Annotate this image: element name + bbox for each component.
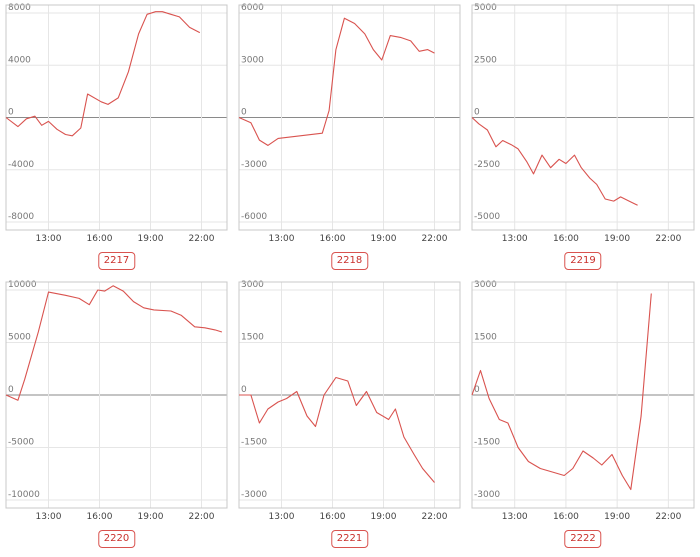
chart-label-badge: 2220: [97, 530, 136, 548]
x-tick-label: 16:00: [553, 234, 579, 244]
chart-panel-2219: -5000 -2500 0 2500 5000 13:00 16:00 19:00 22:00 2…: [466, 0, 700, 278]
y-tick-label: -5000: [8, 438, 34, 448]
y-tick-label: 4000: [8, 55, 31, 65]
x-tick-label: 22:00: [422, 512, 448, 522]
x-tick-label: 13:00: [502, 234, 528, 244]
chart-label-badge: 2219: [564, 252, 602, 270]
x-tick-label: 22:00: [655, 234, 681, 244]
x-tick-label: 22:00: [189, 512, 215, 522]
x-tick-label: 22:00: [655, 512, 681, 522]
series-line: [471, 117, 638, 206]
chart-svg-2219: -5000 -2500 0 2500 5000 13:00 16:00 19:00 22:00: [471, 3, 695, 244]
chart-svg-2218: -6000 -3000 0 3000 6000 13:00 16:00 19:00 22:00: [238, 3, 461, 244]
x-tick-label: 13:00: [36, 512, 62, 522]
y-tick-label: 5000: [474, 3, 497, 13]
y-tick-label: -1500: [474, 438, 500, 448]
x-tick-label: 19:00: [604, 512, 630, 522]
y-tick-label: 0: [474, 108, 480, 118]
chart-panel-2217: -8000 -4000 0 4000 8000 13:00 16:00 19:00 22:00 2…: [0, 0, 233, 278]
chart-panel-2221: -3000 -1500 0 1500 3000 13:00 16:00 19:00 22:00 2…: [233, 278, 466, 557]
y-tick-label: 8000: [8, 3, 31, 13]
x-tick-label: 19:00: [604, 234, 630, 244]
y-tick-label: 0: [241, 385, 247, 395]
chart-svg-2220: -10000 -5000 0 5000 10000 13:00 16:00 19:00 22:0…: [5, 280, 228, 522]
x-tick-label: 16:00: [553, 512, 579, 522]
chart-label-badge: 2217: [97, 252, 136, 270]
y-tick-label: -5000: [474, 212, 500, 222]
y-tick-label: -2500: [474, 160, 500, 170]
chart-svg-2217: -8000 -4000 0 4000 8000 13:00 16:00 19:00 22:00: [5, 3, 228, 244]
chart-label-badge: 2221: [330, 530, 369, 548]
series-line: [5, 11, 201, 137]
chart-svg-2222: -3000 -1500 0 1500 3000 13:00 16:00 19:00 22:00: [471, 280, 695, 522]
y-tick-label: 1500: [474, 333, 497, 343]
series-line: [238, 17, 435, 146]
y-tick-label: -8000: [8, 212, 34, 222]
chart-svg-2221: -3000 -1500 0 1500 3000 13:00 16:00 19:00 22:00: [238, 280, 461, 522]
x-tick-label: 19:00: [138, 234, 164, 244]
y-tick-label: 2500: [474, 55, 497, 65]
y-tick-label: -1500: [241, 438, 267, 448]
x-tick-label: 13:00: [269, 512, 295, 522]
y-tick-label: 3000: [241, 55, 264, 65]
y-tick-label: 0: [8, 108, 14, 118]
x-tick-label: 16:00: [87, 512, 113, 522]
series-line: [239, 376, 435, 483]
x-tick-label: 19:00: [371, 512, 397, 522]
y-tick-label: 3000: [474, 280, 497, 290]
x-tick-label: 19:00: [138, 512, 164, 522]
y-tick-label: -10000: [8, 490, 40, 500]
y-tick-label: -3000: [241, 490, 267, 500]
y-tick-label: 5000: [8, 333, 31, 343]
y-tick-label: 10000: [8, 280, 37, 290]
y-tick-label: 3000: [241, 280, 264, 290]
y-tick-label: 0: [474, 385, 480, 395]
y-tick-label: 0: [8, 385, 14, 395]
chart-label-badge: 2218: [330, 252, 369, 270]
y-tick-label: -6000: [241, 212, 267, 222]
x-tick-label: 22:00: [189, 234, 215, 244]
chart-panel-2222: -3000 -1500 0 1500 3000 13:00 16:00 19:00 22:00 2…: [466, 278, 700, 557]
y-tick-label: 0: [241, 108, 247, 118]
x-tick-label: 16:00: [320, 234, 346, 244]
chart-panel-2218: -6000 -3000 0 3000 6000 13:00 16:00 19:00 22:00 2…: [233, 0, 466, 278]
y-tick-label: -4000: [8, 160, 34, 170]
x-tick-label: 22:00: [422, 234, 448, 244]
x-tick-label: 13:00: [36, 234, 62, 244]
x-tick-label: 13:00: [502, 512, 528, 522]
series-line: [471, 293, 652, 491]
chart-label-badge: 2222: [564, 530, 602, 548]
x-tick-label: 16:00: [320, 512, 346, 522]
series-line: [5, 285, 223, 401]
y-tick-label: 1500: [241, 333, 264, 343]
x-tick-label: 19:00: [371, 234, 397, 244]
y-tick-label: -3000: [474, 490, 500, 500]
chart-panel-2220: -10000 -5000 0 5000 10000 13:00 16:00 19:00 22:0…: [0, 278, 233, 557]
x-tick-label: 13:00: [269, 234, 295, 244]
x-tick-label: 16:00: [87, 234, 113, 244]
y-tick-label: 6000: [241, 3, 264, 13]
y-tick-label: -3000: [241, 160, 267, 170]
